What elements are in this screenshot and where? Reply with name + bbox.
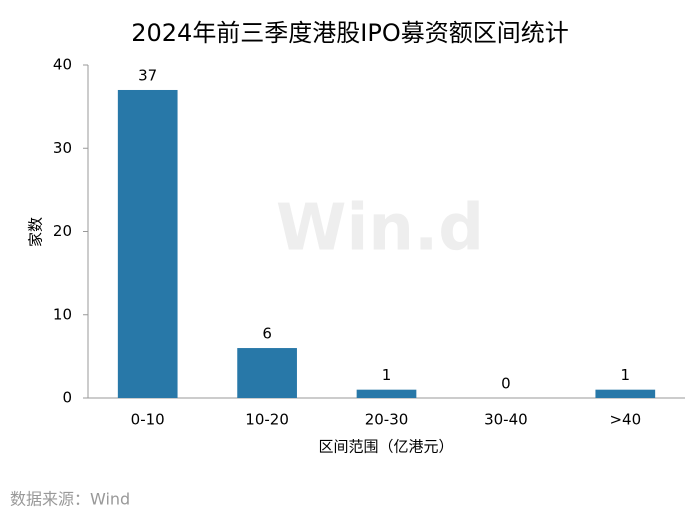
x-tick-label: 20-30	[365, 411, 409, 429]
bar	[117, 89, 178, 398]
x-tick-label: 30-40	[484, 411, 528, 429]
source-note: 数据来源：Wind	[10, 490, 130, 509]
data-label: 6	[262, 325, 272, 343]
y-tick-label: 40	[53, 56, 72, 74]
data-label: 0	[501, 375, 511, 393]
watermark: Win.d	[276, 192, 484, 266]
x-tick-label: >40	[609, 411, 641, 429]
bar	[237, 348, 297, 398]
bar	[356, 389, 417, 398]
data-label: 1	[621, 366, 631, 384]
chart-title: 2024年前三季度港股IPO募资额区间统计	[131, 19, 569, 47]
data-label: 1	[382, 366, 392, 384]
y-tick-label: 10	[53, 305, 72, 323]
y-axis-label: 家数	[27, 217, 45, 247]
bar	[595, 389, 656, 398]
data-label: 37	[138, 66, 157, 84]
x-tick-label: 0-10	[131, 411, 165, 429]
y-tick-label: 30	[53, 139, 72, 157]
x-axis-label: 区间范围（亿港元）	[318, 438, 453, 456]
y-tick-label: 20	[53, 222, 72, 240]
x-tick-label: 10-20	[245, 411, 289, 429]
y-tick-label: 0	[62, 389, 72, 407]
